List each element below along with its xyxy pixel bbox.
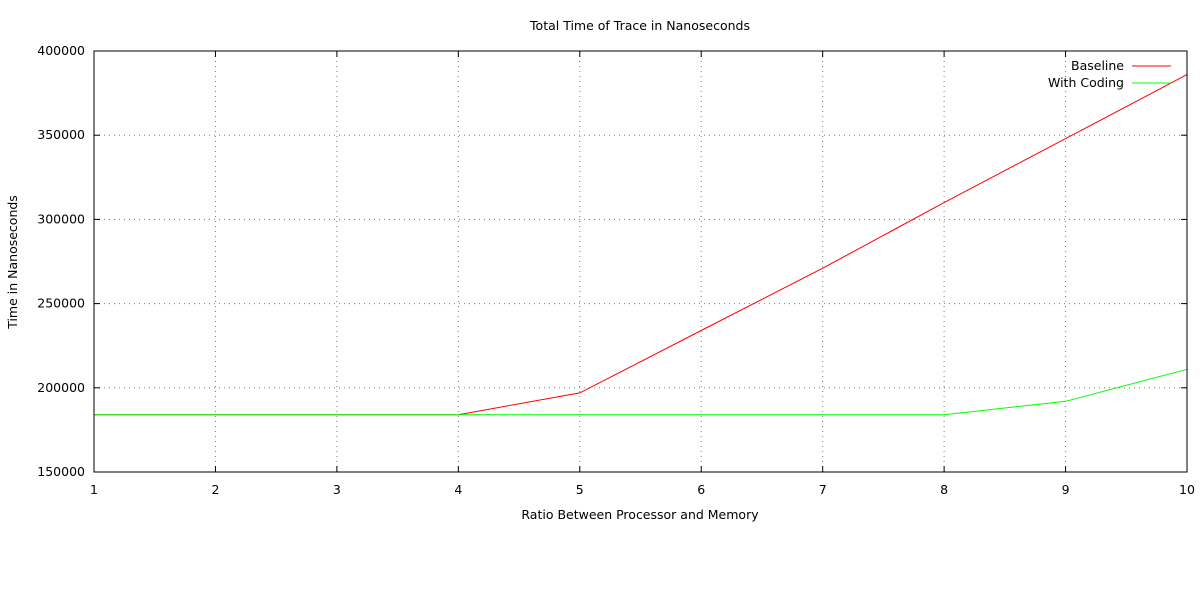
chart-title: Total Time of Trace in Nanoseconds bbox=[529, 18, 750, 33]
legend: Baseline With Coding bbox=[1048, 58, 1171, 90]
x-tick-label: 8 bbox=[940, 482, 948, 497]
x-tick-label: 10 bbox=[1179, 482, 1195, 497]
y-tick-label: 250000 bbox=[37, 296, 85, 311]
x-tick-label: 9 bbox=[1062, 482, 1070, 497]
legend-label: Baseline bbox=[1071, 58, 1124, 73]
plot-frame bbox=[93, 50, 1188, 473]
x-tick-label: 1 bbox=[90, 482, 98, 497]
y-tick-label: 300000 bbox=[37, 211, 85, 226]
x-tick-label: 4 bbox=[454, 482, 462, 497]
y-tick-label: 350000 bbox=[37, 127, 85, 142]
x-tick-label: 6 bbox=[697, 482, 705, 497]
x-tick-label: 5 bbox=[576, 482, 584, 497]
y-tick-label: 400000 bbox=[37, 43, 85, 58]
x-tick-label: 7 bbox=[819, 482, 827, 497]
x-tick-label: 3 bbox=[333, 482, 341, 497]
x-axis-label: Ratio Between Processor and Memory bbox=[521, 507, 759, 522]
grid-lines bbox=[94, 51, 1187, 472]
y-tick-label: 150000 bbox=[37, 464, 85, 479]
series-line-with-coding bbox=[94, 368, 1188, 416]
y-axis-label: Time in Nanoseconds bbox=[5, 195, 20, 330]
legend-label: With Coding bbox=[1048, 75, 1124, 90]
series-line-baseline bbox=[94, 74, 1188, 416]
series-lines bbox=[94, 74, 1188, 416]
y-tick-label: 200000 bbox=[37, 380, 85, 395]
axis-ticks: 1 2 3 4 5 6 7 8 9 10 150000 200000 250000 300000 35000… bbox=[37, 43, 1195, 497]
x-tick-label: 2 bbox=[211, 482, 219, 497]
